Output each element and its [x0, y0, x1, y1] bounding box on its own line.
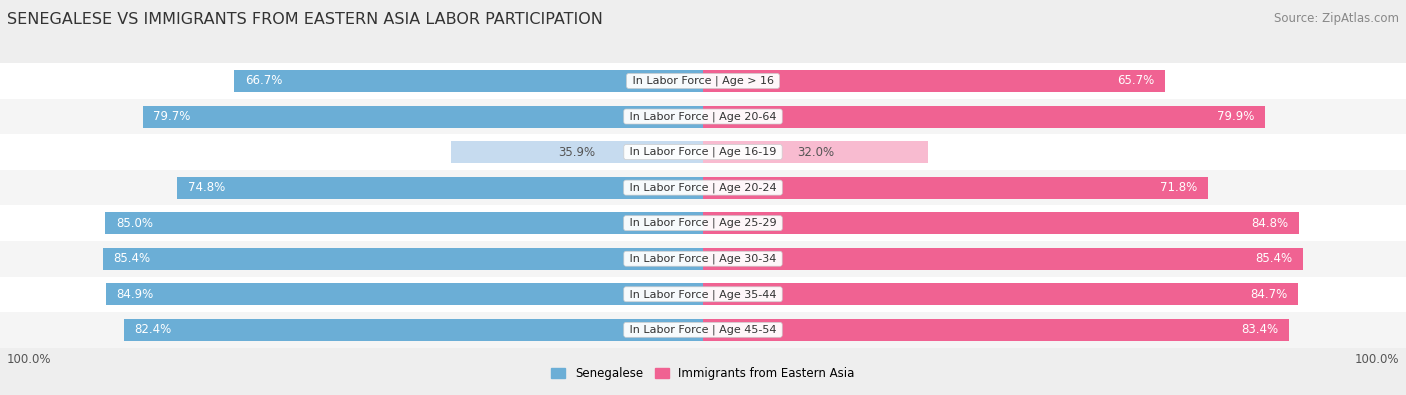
Text: 79.9%: 79.9%: [1216, 110, 1254, 123]
Bar: [703, 177, 1208, 199]
Bar: [177, 177, 703, 199]
Text: In Labor Force | Age 30-34: In Labor Force | Age 30-34: [626, 254, 780, 264]
Text: In Labor Force | Age 16-19: In Labor Force | Age 16-19: [626, 147, 780, 157]
Bar: [703, 141, 928, 163]
Text: 84.8%: 84.8%: [1251, 217, 1289, 229]
Bar: [143, 105, 703, 128]
Legend: Senegalese, Immigrants from Eastern Asia: Senegalese, Immigrants from Eastern Asia: [547, 363, 859, 385]
Bar: [0, 312, 1406, 348]
Bar: [0, 205, 1406, 241]
Bar: [103, 248, 703, 270]
Text: 32.0%: 32.0%: [797, 146, 834, 158]
Bar: [703, 105, 1265, 128]
Bar: [0, 241, 1406, 276]
Text: 85.4%: 85.4%: [1256, 252, 1294, 265]
Text: Source: ZipAtlas.com: Source: ZipAtlas.com: [1274, 12, 1399, 25]
Text: 84.7%: 84.7%: [1251, 288, 1288, 301]
Text: 35.9%: 35.9%: [558, 146, 595, 158]
Bar: [105, 212, 703, 234]
Bar: [0, 170, 1406, 205]
Text: 82.4%: 82.4%: [134, 324, 172, 336]
Text: In Labor Force | Age 25-29: In Labor Force | Age 25-29: [626, 218, 780, 228]
Text: SENEGALESE VS IMMIGRANTS FROM EASTERN ASIA LABOR PARTICIPATION: SENEGALESE VS IMMIGRANTS FROM EASTERN AS…: [7, 12, 603, 27]
Bar: [0, 99, 1406, 134]
Text: 84.9%: 84.9%: [117, 288, 153, 301]
Bar: [0, 134, 1406, 170]
Bar: [0, 276, 1406, 312]
Text: 79.7%: 79.7%: [153, 110, 191, 123]
Text: 66.7%: 66.7%: [245, 75, 283, 87]
Text: 83.4%: 83.4%: [1241, 324, 1279, 336]
Text: 65.7%: 65.7%: [1118, 75, 1154, 87]
Text: In Labor Force | Age 20-64: In Labor Force | Age 20-64: [626, 111, 780, 122]
Text: 71.8%: 71.8%: [1160, 181, 1198, 194]
Text: In Labor Force | Age 35-44: In Labor Force | Age 35-44: [626, 289, 780, 299]
Bar: [105, 283, 703, 305]
Bar: [233, 70, 703, 92]
Bar: [450, 141, 703, 163]
Bar: [703, 70, 1164, 92]
Bar: [0, 63, 1406, 99]
Text: 100.0%: 100.0%: [1354, 353, 1399, 366]
Text: In Labor Force | Age > 16: In Labor Force | Age > 16: [628, 76, 778, 86]
Text: 85.4%: 85.4%: [112, 252, 150, 265]
Bar: [124, 319, 703, 341]
Text: 74.8%: 74.8%: [188, 181, 225, 194]
Bar: [703, 212, 1299, 234]
Bar: [703, 319, 1289, 341]
Text: In Labor Force | Age 20-24: In Labor Force | Age 20-24: [626, 182, 780, 193]
Text: In Labor Force | Age 45-54: In Labor Force | Age 45-54: [626, 325, 780, 335]
Bar: [703, 283, 1298, 305]
Bar: [703, 248, 1303, 270]
Text: 85.0%: 85.0%: [115, 217, 153, 229]
Text: 100.0%: 100.0%: [7, 353, 52, 366]
